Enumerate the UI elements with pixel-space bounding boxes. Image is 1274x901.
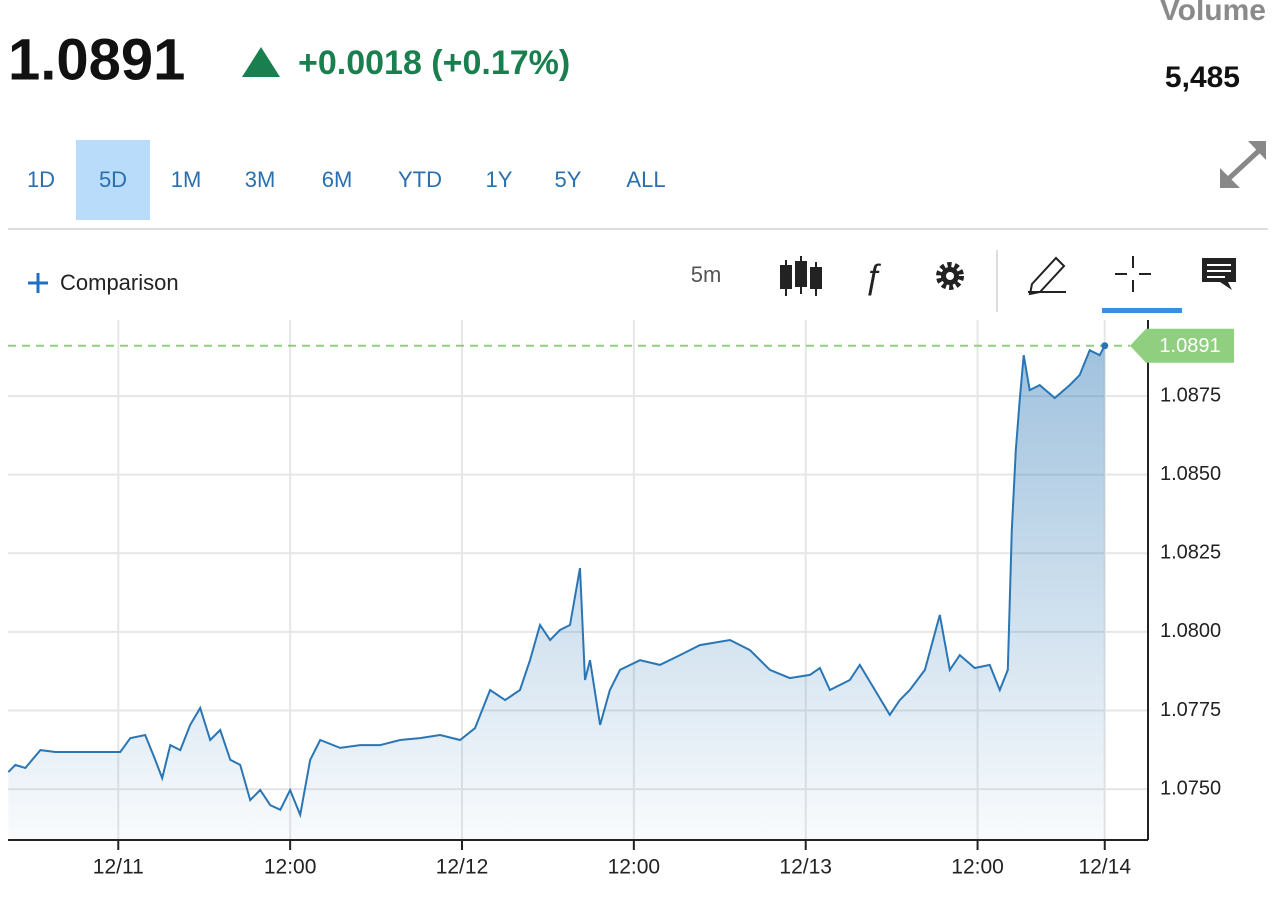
x-tick-label: 12:00: [608, 856, 661, 879]
range-button[interactable]: 5D: [99, 167, 127, 192]
x-tick-label: 12:00: [951, 856, 1004, 879]
last-price-label: 1.0891: [1159, 335, 1220, 357]
up-arrow: [242, 47, 280, 77]
y-tick-label: 1.0750: [1160, 777, 1221, 799]
range-button[interactable]: ALL: [626, 167, 665, 192]
y-tick-label: 1.0775: [1160, 699, 1221, 721]
settings-icon[interactable]: [936, 262, 964, 290]
fx-icon[interactable]: ƒ: [864, 258, 883, 297]
range-buttons: 1D 5D 1M 3M 6M YTD 1Y 5Y ALL: [27, 140, 666, 220]
plot: 1.0750 1.0775 1.0800 1.0825 1.0850 1.0875 12/1…: [7, 320, 1234, 879]
price-line: [7, 345, 1106, 819]
y-tick-label: 1.0850: [1160, 463, 1221, 485]
expand-icon[interactable]: [1220, 141, 1266, 188]
x-tick-label: 12/11: [93, 856, 144, 879]
x-tick-label: 12/14: [1078, 856, 1131, 879]
last-price-badge: [1130, 328, 1234, 363]
x-tick-label: 12/12: [436, 856, 489, 879]
price-change: +0.0018 (+0.17%): [298, 44, 570, 82]
range-button[interactable]: 1M: [171, 167, 202, 192]
comparison-button[interactable]: Comparison: [28, 270, 179, 295]
comparison-label: Comparison: [60, 270, 179, 295]
range-button[interactable]: 3M: [245, 167, 276, 192]
crosshair-icon[interactable]: [1115, 256, 1151, 292]
range-button[interactable]: 6M: [322, 167, 353, 192]
last-point: [1101, 342, 1109, 350]
y-tick-label: 1.0875: [1160, 384, 1221, 406]
area-fill: [8, 345, 1105, 840]
x-tick-label: 12/13: [779, 856, 832, 879]
draw-icon[interactable]: [1028, 256, 1066, 296]
volume-label: Volume: [1160, 0, 1266, 27]
range-button[interactable]: 1Y: [486, 167, 513, 192]
y-tick-label: 1.0800: [1160, 620, 1221, 642]
x-tick-label: 12:00: [264, 856, 317, 879]
range-button[interactable]: YTD: [398, 167, 442, 192]
price: 1.0891: [8, 27, 185, 92]
interval[interactable]: 5m: [691, 262, 722, 287]
y-tick-label: 1.0825: [1160, 542, 1221, 564]
notes-icon[interactable]: [1202, 258, 1236, 290]
range-button[interactable]: 1D: [27, 167, 55, 192]
volume-value: 5,485: [1165, 61, 1240, 94]
range-button[interactable]: 5Y: [555, 167, 582, 192]
candles-icon[interactable]: [780, 256, 822, 296]
active-range-bg: [76, 140, 150, 220]
active-tool-underline: [1102, 308, 1182, 313]
